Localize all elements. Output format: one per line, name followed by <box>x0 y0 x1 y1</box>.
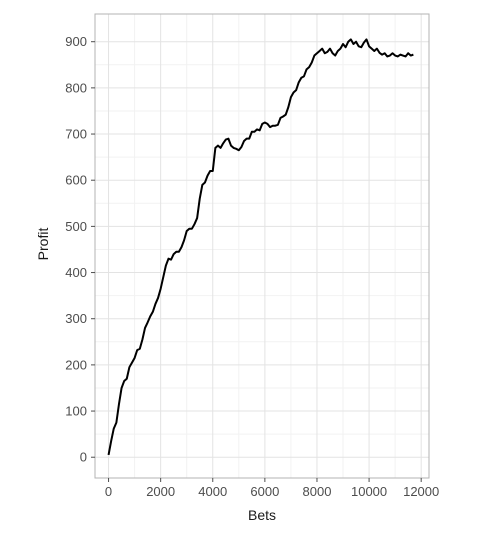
y-tick-label: 0 <box>80 450 87 465</box>
x-tick-label: 0 <box>105 484 112 499</box>
y-tick-label: 300 <box>65 311 87 326</box>
x-axis-title: Bets <box>248 507 276 523</box>
y-tick-label: 400 <box>65 265 87 280</box>
x-tick-label: 10000 <box>351 484 387 499</box>
y-tick-label: 700 <box>65 127 87 142</box>
y-tick-label: 800 <box>65 80 87 95</box>
y-tick-label: 900 <box>65 34 87 49</box>
y-tick-label: 200 <box>65 357 87 372</box>
y-tick-label: 500 <box>65 219 87 234</box>
x-tick-label: 12000 <box>403 484 439 499</box>
y-tick-label: 600 <box>65 173 87 188</box>
x-tick-label: 6000 <box>250 484 279 499</box>
y-axis: 0 100 200 300 400 500 600 700 800 900 <box>65 34 95 465</box>
y-tick-label: 100 <box>65 404 87 419</box>
x-tick-label: 4000 <box>198 484 227 499</box>
panel-border <box>94 13 430 479</box>
minor-gridlines <box>95 14 429 478</box>
x-tick-label: 8000 <box>303 484 332 499</box>
x-tick-label: 2000 <box>146 484 175 499</box>
y-axis-title: Profit <box>35 228 51 261</box>
profit-series-line <box>107 38 414 456</box>
major-gridlines <box>95 14 429 478</box>
x-axis: 0 2000 4000 6000 8000 10000 12000 <box>105 478 439 499</box>
